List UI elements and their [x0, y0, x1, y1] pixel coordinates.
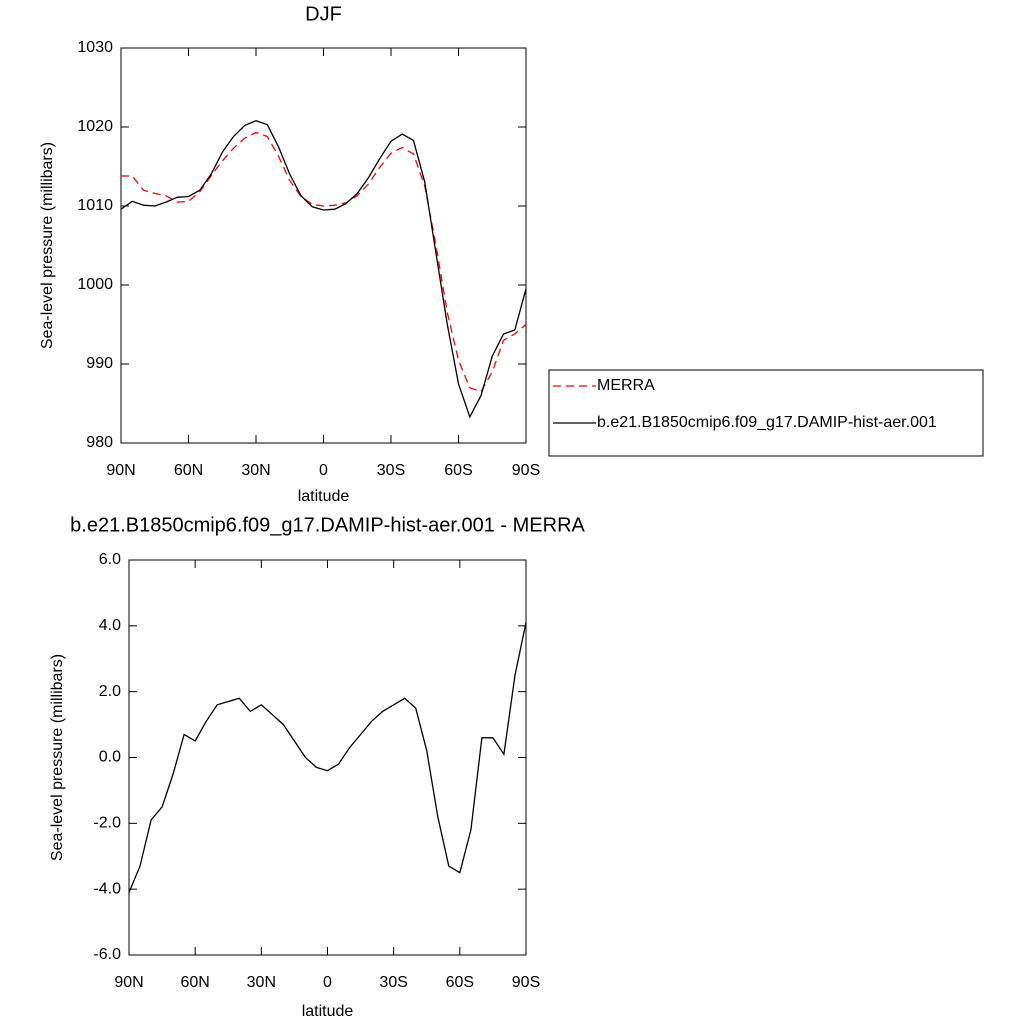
x-tick-label: 30S — [379, 974, 407, 991]
y-tick-label: 1010 — [77, 197, 113, 214]
y-tick-label: 4.0 — [99, 617, 121, 634]
y-tick-label: 1020 — [77, 118, 113, 135]
x-axis-label: latitude — [298, 488, 350, 505]
y-tick-label: 0.0 — [99, 749, 121, 766]
x-tick-label: 90N — [106, 462, 135, 479]
chart-title: DJF — [305, 3, 342, 25]
data-line — [121, 131, 527, 393]
y-tick-label: -4.0 — [93, 880, 121, 897]
plot-frame — [120, 47, 527, 444]
legend-label: MERRA — [597, 377, 655, 394]
chart-title: b.e21.B1850cmip6.f09_g17.DAMIP-hist-aer.… — [70, 514, 585, 536]
y-axis-label: Sea-level pressure (millibars) — [49, 654, 66, 861]
legend-label: b.e21.B1850cmip6.f09_g17.DAMIP-hist-aer.… — [597, 414, 937, 431]
y-tick-label: 1030 — [77, 39, 113, 56]
y-tick-label: 6.0 — [99, 551, 121, 568]
data-line — [128, 622, 527, 893]
y-tick-label: 1000 — [77, 276, 113, 293]
x-tick-label: 60S — [446, 974, 474, 991]
y-tick-label: -2.0 — [93, 815, 121, 832]
x-axis-label: latitude — [302, 1003, 354, 1020]
x-tick-label: 60N — [180, 974, 209, 991]
x-tick-label: 30N — [247, 974, 276, 991]
x-tick-label: 90S — [512, 974, 540, 991]
x-tick-label: 90N — [114, 974, 143, 991]
data-line — [120, 120, 527, 419]
x-tick-label: 30S — [377, 462, 405, 479]
y-tick-label: 990 — [86, 355, 113, 372]
x-tick-label: 60S — [444, 462, 472, 479]
y-tick-label: 2.0 — [99, 683, 121, 700]
x-tick-label: 90S — [512, 462, 540, 479]
legend-box — [548, 369, 984, 457]
y-tick-label: -6.0 — [93, 946, 121, 963]
y-tick-label: 980 — [86, 434, 113, 451]
x-tick-label: 0 — [319, 462, 328, 479]
y-axis-label: Sea-level pressure (millibars) — [39, 142, 56, 349]
x-tick-label: 0 — [323, 974, 332, 991]
x-tick-label: 60N — [174, 462, 203, 479]
x-tick-label: 30N — [241, 462, 270, 479]
plot-frame — [128, 559, 527, 956]
